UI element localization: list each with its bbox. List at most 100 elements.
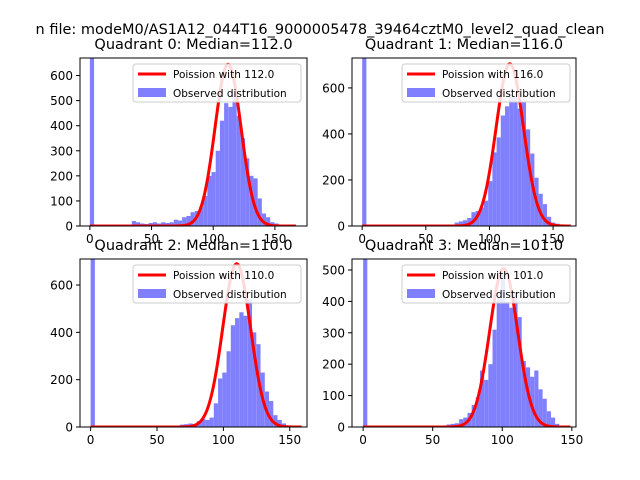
x-tick-label: 0 [86, 232, 94, 246]
histogram-bar [205, 419, 210, 427]
y-tick-label: 0 [337, 421, 345, 435]
y-tick-label: 400 [50, 326, 73, 340]
histogram-bar [517, 108, 522, 226]
quadrant-3-panel: 0 50 100 150 0 100 200 300 400 500 Poission with 1… [322, 238, 583, 447]
x-tick-label: 50 [418, 232, 433, 246]
histogram-bar [521, 101, 526, 226]
legend: Poission with 110.0 Observed distribution [132, 264, 302, 304]
histogram-bar [239, 312, 244, 427]
histogram-bar [277, 419, 282, 427]
poisson-curve [89, 62, 297, 226]
histogram-bar [500, 115, 505, 226]
histogram-bar [496, 137, 501, 226]
y-tick-label: 200 [322, 358, 345, 372]
legend-label-observed: Observed distribution [173, 88, 287, 100]
histogram-bar [542, 398, 547, 427]
y-tick-label: 300 [322, 326, 345, 340]
histogram-bar [273, 415, 278, 427]
y-tick-label: 0 [65, 220, 73, 234]
y-tick-label: 400 [322, 295, 345, 309]
quadrant-1-panel: 0 50 100 150 0 200 400 600 Poission with 116.0 Ob… [322, 37, 577, 246]
poisson-curve [361, 62, 572, 226]
x-tick-label: 0 [358, 232, 366, 246]
panel-title: Quadrant 2: Median=110.0 [94, 238, 292, 254]
histogram-bar [203, 195, 208, 226]
poisson-curve [89, 262, 303, 427]
legend: Poission with 112.0 Observed distribution [132, 63, 302, 103]
histogram-bar [90, 259, 95, 427]
legend-label-observed: Observed distribution [173, 289, 287, 301]
legend-histogram-swatch [407, 289, 435, 298]
x-tick-label: 0 [359, 433, 367, 447]
histogram-bar [211, 172, 216, 226]
histogram-bar [513, 97, 518, 226]
x-tick-label: 150 [542, 232, 565, 246]
histogram-bar [169, 222, 174, 226]
plot-area [89, 58, 297, 226]
legend-label-observed: Observed distribution [442, 289, 556, 301]
panel-title: Quadrant 1: Median=116.0 [365, 37, 563, 53]
x-tick-label: 150 [560, 433, 583, 447]
legend-label-observed: Observed distribution [442, 88, 556, 100]
histogram-bar [471, 405, 476, 427]
histogram-bar [462, 220, 468, 226]
histogram-bar [521, 361, 526, 427]
y-tick-label: 600 [50, 69, 73, 83]
histogram-bar [459, 419, 464, 427]
histogram-bar [492, 329, 497, 427]
histogram-bar [546, 216, 552, 226]
histogram-bar [252, 332, 257, 427]
histogram-bar [505, 301, 510, 427]
y-tick-label: 200 [50, 169, 73, 183]
histogram-bar [458, 221, 463, 226]
histogram-bar [488, 181, 493, 226]
histogram-bar [479, 207, 484, 226]
histogram-bar [257, 198, 262, 226]
histogram-bar [534, 370, 539, 427]
histogram-bar [161, 222, 166, 226]
histogram-bar [219, 120, 225, 226]
y-tick-label: 500 [50, 94, 73, 108]
y-tick-label: 0 [337, 220, 345, 234]
histogram-bar [232, 93, 237, 226]
histogram-bar [513, 291, 518, 427]
legend-histogram-swatch [138, 289, 166, 298]
axes-frame [351, 258, 577, 428]
histogram-bar [542, 204, 547, 226]
histogram-bar [201, 418, 206, 427]
histogram-bar [538, 389, 543, 427]
histogram-bar [224, 103, 229, 226]
histogram-bar [269, 400, 274, 427]
histogram-bar [525, 129, 531, 226]
histogram-bar [509, 93, 514, 226]
histogram-bar [213, 403, 219, 427]
legend-histogram-swatch [138, 88, 166, 97]
axes-frame [79, 57, 308, 227]
histogram-bar [173, 219, 178, 226]
legend-label-poisson: Poission with 110.0 [173, 270, 274, 282]
histogram-bar [165, 222, 170, 226]
histogram-bar [249, 175, 254, 226]
legend-box [401, 264, 571, 304]
histogram-bar [484, 379, 489, 427]
histogram-bar [266, 217, 271, 226]
histogram-bar [496, 298, 501, 427]
plot-area [362, 259, 572, 427]
quadrant-0-panel: 0 50 100 150 0 100 200 300 400 500 600 Poission wit… [50, 37, 308, 246]
legend-label-poisson: Poission with 112.0 [173, 69, 274, 81]
histogram-bar [226, 351, 231, 427]
histogram-bar [253, 178, 258, 226]
histogram-bar [215, 150, 220, 226]
legend-box [401, 63, 571, 103]
histogram-bar [261, 213, 267, 226]
panel-title: Quadrant 0: Median=112.0 [94, 37, 292, 53]
y-tick-label: 0 [65, 421, 73, 435]
histogram-bar [509, 307, 514, 427]
quadrant-2-panel: 0 50 100 150 0 200 400 600 Poission with 110.0 Ob… [50, 238, 308, 447]
y-tick-label: 600 [50, 279, 73, 293]
x-tick-label: 150 [278, 433, 301, 447]
y-tick-label: 200 [50, 373, 73, 387]
histogram-bar [182, 217, 187, 226]
y-tick-label: 400 [50, 119, 73, 133]
histogram-bar [148, 222, 153, 226]
